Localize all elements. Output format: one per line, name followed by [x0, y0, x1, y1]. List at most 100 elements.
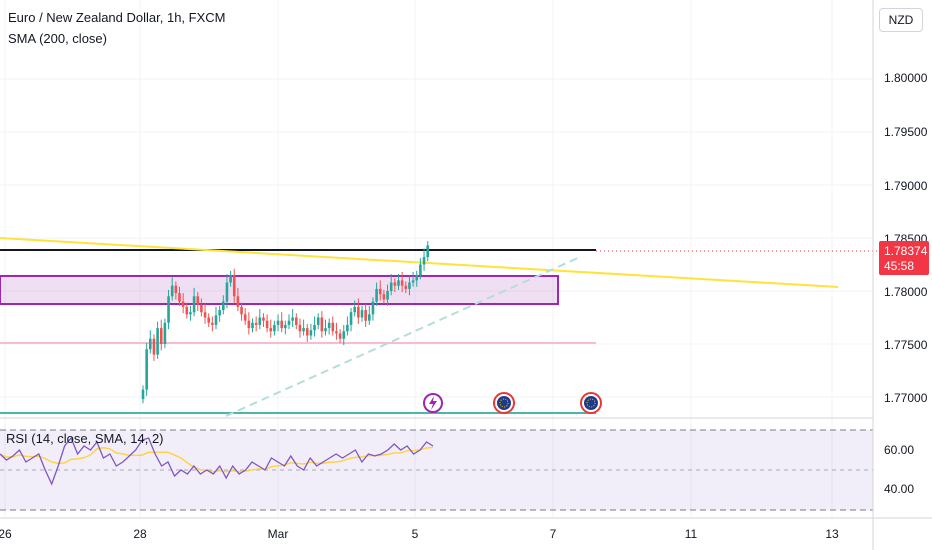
candle-body [309, 330, 313, 336]
candle-body [331, 322, 335, 332]
candle-body [280, 320, 283, 329]
candle-body [426, 245, 429, 258]
candle-body [269, 328, 273, 332]
candle-body [375, 288, 378, 302]
candle-body [211, 322, 214, 325]
candle-body [422, 257, 426, 265]
rsi-tick: 40.00 [884, 482, 915, 496]
candle-body [192, 296, 196, 313]
candle-body [273, 324, 276, 332]
candle-body [371, 301, 375, 315]
flag-icon[interactable] [580, 392, 602, 414]
candle-body [178, 293, 181, 302]
price-tick: 1.80000 [884, 71, 928, 85]
rsi-indicator-label[interactable]: RSI (14, close, SMA, 14, 2) [6, 431, 164, 446]
candle-body [236, 296, 240, 307]
candle-body [145, 349, 148, 390]
candle-body [382, 294, 386, 300]
supply-demand-zone[interactable] [0, 275, 559, 305]
time-tick: 11 [684, 527, 698, 541]
candle-body [302, 328, 305, 332]
candle-body [313, 324, 316, 331]
candle-body [349, 312, 353, 325]
candle-body [364, 310, 367, 321]
currency-button[interactable]: NZD [879, 8, 923, 32]
candle-body [265, 320, 269, 329]
candle-body [141, 389, 145, 400]
current-price-value: 1.78374 [884, 244, 928, 258]
candle-body [284, 324, 287, 329]
time-tick: 28 [133, 527, 147, 541]
candle-body [360, 310, 364, 318]
price-tick: 1.77500 [884, 338, 928, 352]
candle-body [247, 320, 251, 329]
flag-icon[interactable] [493, 392, 515, 414]
candle-body [335, 331, 338, 334]
candle-body [159, 328, 163, 344]
candle-body [225, 282, 229, 302]
time-tick: Mar [267, 527, 289, 541]
candle-body [397, 280, 400, 286]
candle-body [254, 322, 258, 325]
candle-body [316, 317, 320, 325]
descending-trendline[interactable] [0, 237, 839, 288]
candle-body [305, 328, 309, 336]
candle-body [276, 320, 280, 325]
candle-body [189, 312, 192, 315]
candle-body [320, 317, 324, 332]
candle-body [408, 282, 411, 289]
candle-body [400, 280, 404, 286]
rsi-pane[interactable] [0, 429, 873, 511]
candle-body [232, 275, 236, 297]
candle-body [200, 304, 203, 313]
sma-indicator-label[interactable]: SMA (200, close) [8, 31, 107, 46]
candle-body [251, 322, 254, 329]
candle-body [368, 314, 371, 321]
candle-body [389, 282, 393, 291]
candle-body [295, 317, 298, 325]
candle-body [229, 275, 232, 283]
candle-body [218, 310, 221, 316]
candle-body [419, 264, 422, 276]
candle-body [262, 317, 265, 321]
lightning-icon[interactable] [423, 393, 443, 413]
candle-body [152, 338, 156, 355]
price-tick: 1.79000 [884, 179, 928, 193]
candle-body [243, 314, 247, 321]
candlestick-series [141, 241, 429, 404]
candle-body [411, 280, 415, 283]
time-tick: 13 [825, 527, 839, 541]
candle-body [342, 331, 346, 339]
candle-body [156, 328, 159, 355]
price-tick: 1.77000 [884, 391, 928, 405]
bar-countdown: 45:58 [884, 259, 915, 273]
time-tick: 7 [549, 527, 557, 541]
symbol-title[interactable]: Euro / New Zealand Dollar, 1h, FXCM [8, 10, 226, 25]
candle-body [181, 301, 185, 307]
candle-body [415, 275, 419, 281]
rsi-tick: 60.00 [884, 443, 915, 457]
candle-body [346, 324, 349, 332]
candle-body [185, 306, 189, 315]
candle-body [174, 285, 178, 294]
candle-body [258, 317, 262, 325]
time-tick: 5 [411, 527, 419, 541]
rsi-line [0, 436, 434, 486]
candle-body [393, 282, 397, 286]
candle-body [298, 324, 302, 332]
candle-body [338, 333, 342, 339]
current-price-badge: 1.78374 45:58 [879, 241, 929, 275]
candle-body [207, 317, 210, 323]
candle-body [203, 312, 207, 318]
candle-body [404, 285, 408, 289]
candle-body [163, 322, 167, 344]
candle-body [240, 306, 243, 315]
candle-body [149, 338, 152, 350]
candle-body [170, 285, 174, 297]
rsi-ma-line [0, 446, 434, 473]
candle-body [291, 317, 294, 321]
candle-body [327, 322, 331, 329]
candle-body [222, 301, 225, 311]
candle-body [386, 291, 389, 300]
